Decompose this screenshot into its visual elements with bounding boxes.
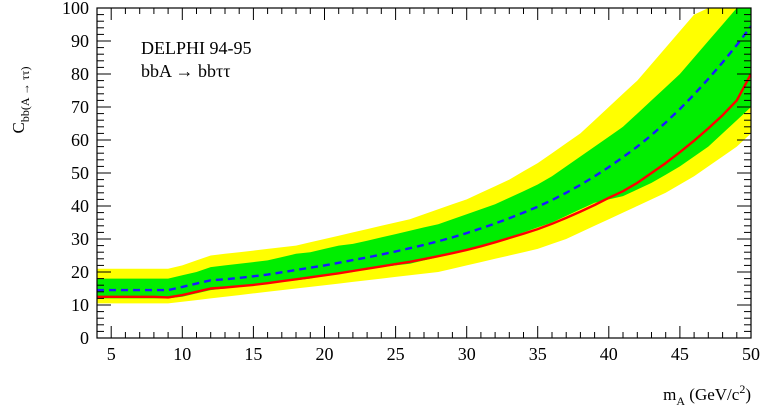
y-tick-label: 100 <box>62 0 89 18</box>
x-tick-label: 40 <box>600 344 618 364</box>
x-tick-label: 25 <box>387 344 405 364</box>
confidence-bands <box>97 8 751 304</box>
y-tick-label: 80 <box>71 64 89 84</box>
y-tick-label: 50 <box>71 163 89 183</box>
x-tick-label: 5 <box>107 344 116 364</box>
x-axis-title-unit: (GeV/c <box>685 385 740 404</box>
band-1sigma <box>97 8 751 299</box>
y-tick-label: 70 <box>71 97 89 117</box>
x-axis-title-main: m <box>663 385 676 404</box>
x-axis-title-sub: A <box>676 394 685 407</box>
expected-line <box>97 25 751 292</box>
experiment-label: DELPHI 94-95 <box>141 38 252 58</box>
y-axis-title: Cbb(A → ττ) <box>9 67 32 134</box>
y-axis-title-main: C <box>9 122 28 133</box>
limit-curves <box>97 25 751 299</box>
x-tick-label: 20 <box>316 344 334 364</box>
x-tick-label: 30 <box>458 344 476 364</box>
x-tick-label: 15 <box>244 344 262 364</box>
y-tick-label: 30 <box>71 229 89 249</box>
x-tick-label: 35 <box>529 344 547 364</box>
y-tick-label: 60 <box>71 130 89 150</box>
y-tick-label: 90 <box>71 31 89 51</box>
x-axis-title-unit-end: ) <box>745 385 751 404</box>
x-tick-label: 45 <box>671 344 689 364</box>
y-tick-label: 40 <box>71 196 89 216</box>
y-tick-label: 10 <box>71 295 89 315</box>
x-axis-title: mA (GeV/c2) <box>663 382 751 407</box>
y-tick-label: 0 <box>80 328 89 348</box>
y-axis-title-sub: bb(A → ττ) <box>18 67 32 123</box>
y-tick-label: 20 <box>71 262 89 282</box>
x-tick-label: 50 <box>742 344 760 364</box>
axis-ticks <box>96 7 752 339</box>
tick-labels: 5 10 15 20 25 30 35 40 45 50 0 10 20 30 40 50 60 70 80 90 10… <box>62 0 760 364</box>
x-axis-title-unit-sup: 2 <box>739 382 745 396</box>
x-tick-label: 10 <box>173 344 191 364</box>
channel-label: bbA → bbττ <box>141 61 230 81</box>
observed-line <box>97 73 751 299</box>
